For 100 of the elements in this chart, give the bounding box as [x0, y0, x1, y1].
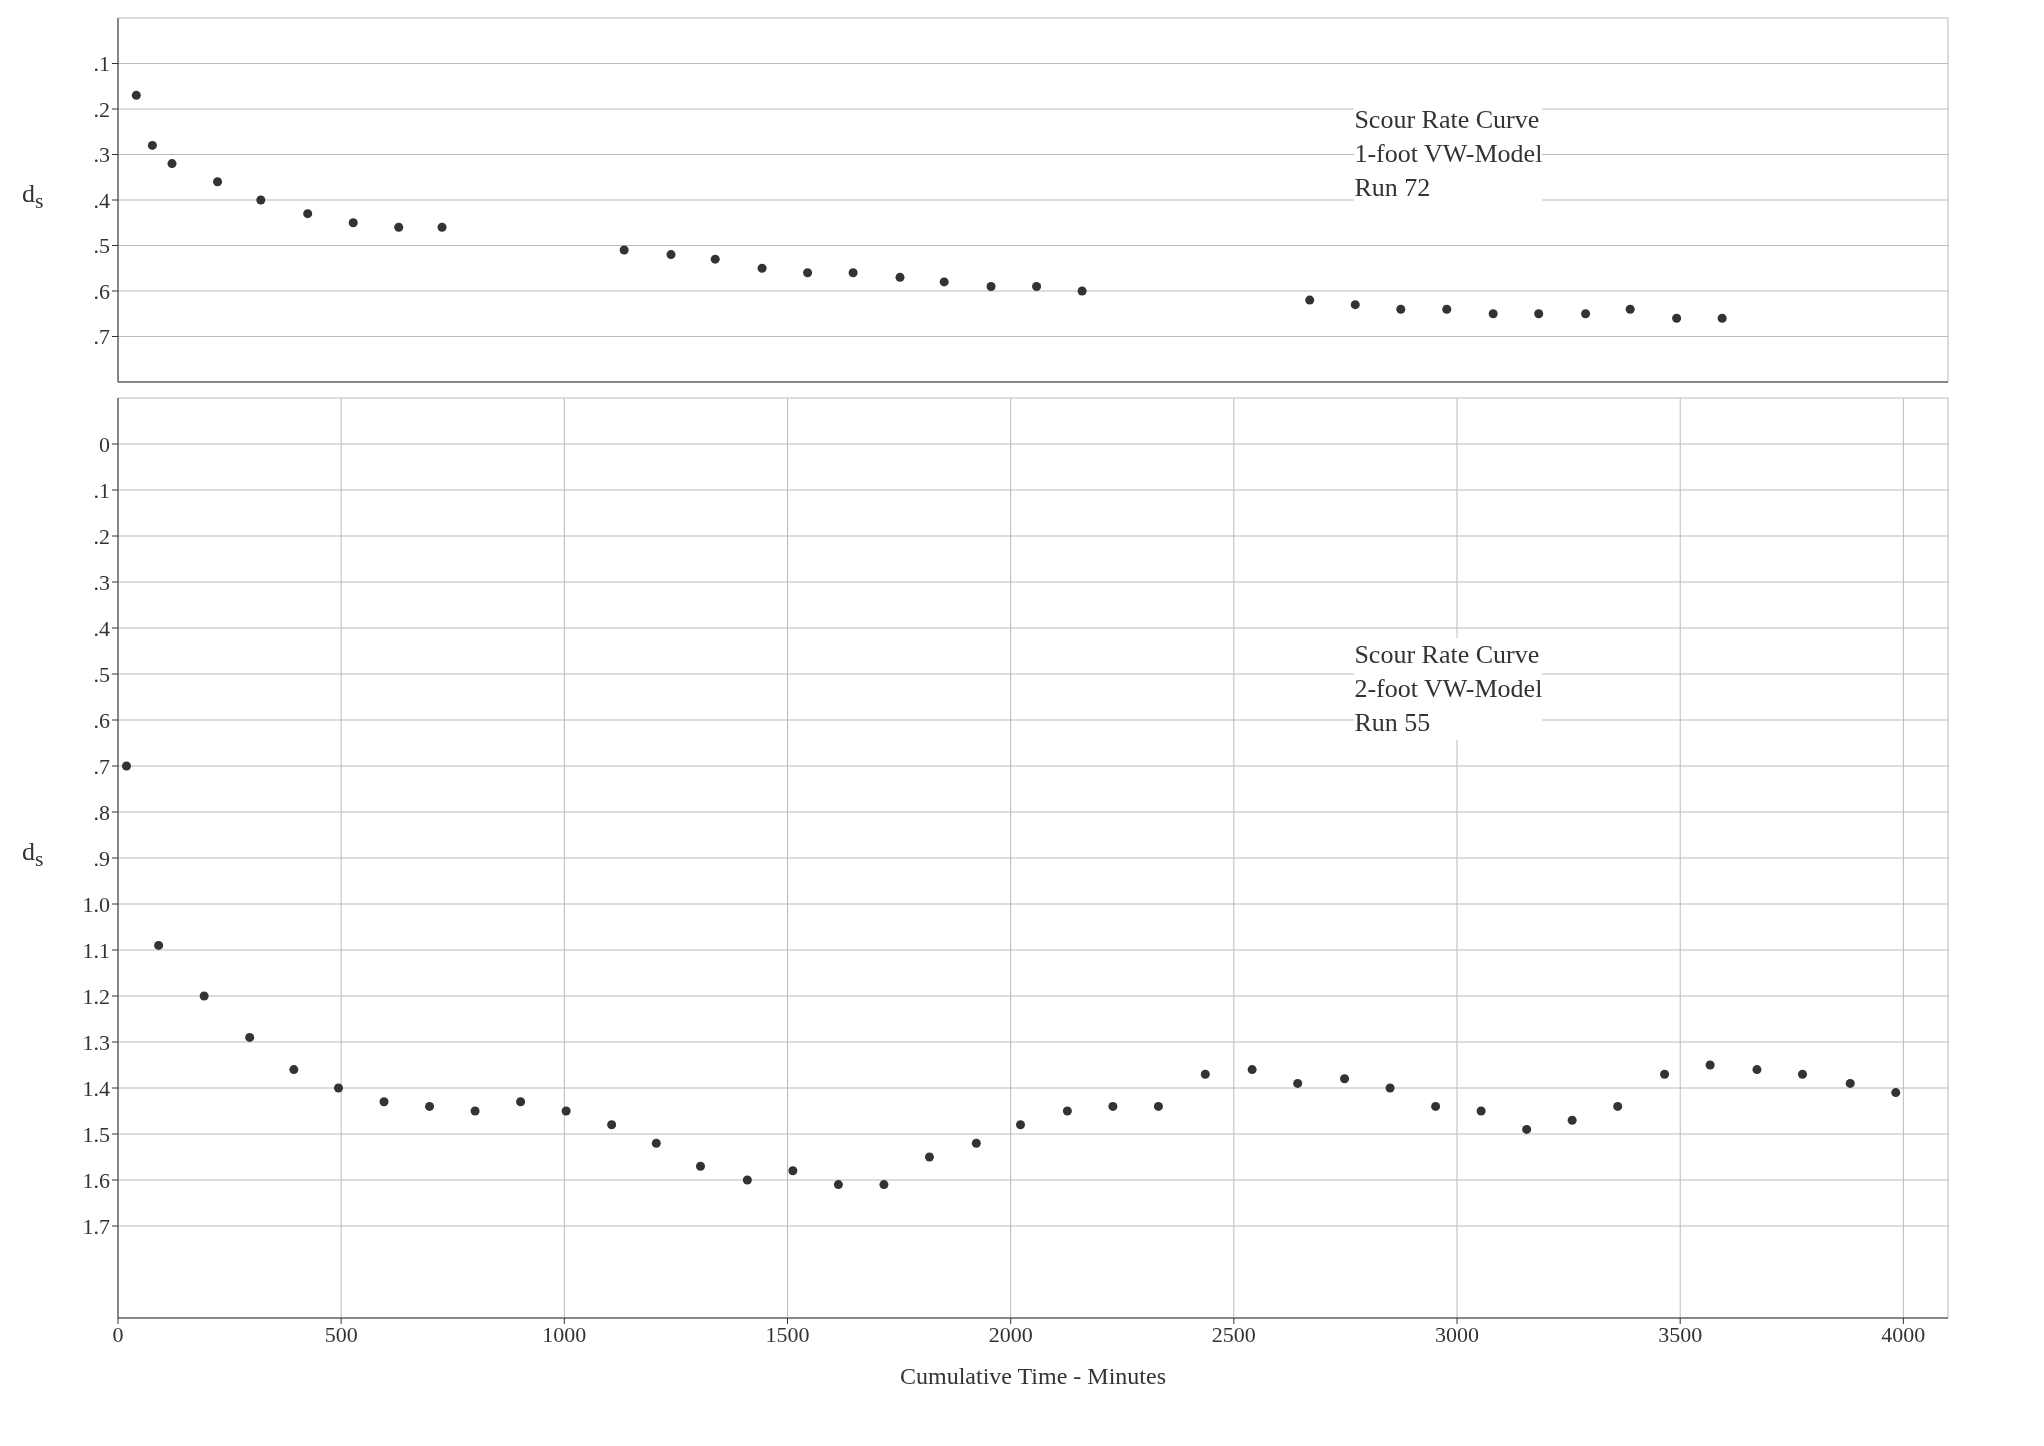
point [803, 268, 813, 278]
point [666, 250, 676, 260]
y-tick-label: .2 [93, 96, 110, 122]
point [1488, 309, 1498, 319]
point [607, 1120, 617, 1130]
point [710, 254, 720, 264]
point [651, 1138, 661, 1148]
y-tick-label: 1.5 [82, 1121, 110, 1147]
y-tick-label: 1.2 [82, 983, 110, 1009]
point [333, 1083, 344, 1093]
point [1845, 1078, 1855, 1088]
x-tick-label: 1000 [542, 1321, 587, 1347]
x-tick-label: 500 [324, 1321, 358, 1347]
y-tick-label: .6 [93, 707, 110, 733]
point [121, 761, 131, 771]
point [147, 140, 157, 150]
point [1032, 281, 1042, 291]
point [1442, 304, 1452, 314]
y-tick-label: .8 [93, 799, 110, 825]
point [1293, 1078, 1303, 1088]
y-tick-label: .1 [93, 51, 110, 77]
y-tick-label: .7 [93, 753, 110, 779]
y-axis-title: d$_{s}$ [22, 179, 44, 215]
point [437, 222, 447, 232]
point [971, 1138, 981, 1148]
point [1153, 1101, 1163, 1111]
point [131, 90, 141, 100]
point [470, 1106, 480, 1116]
y-tick-label: 1.1 [82, 937, 110, 963]
point [788, 1166, 798, 1176]
y-tick-label: .5 [93, 661, 110, 687]
point [1567, 1115, 1577, 1125]
point [1522, 1124, 1532, 1134]
point [1340, 1074, 1350, 1084]
point [895, 272, 905, 282]
y-tick-label: 1.6 [82, 1167, 110, 1193]
point [1705, 1060, 1715, 1070]
point [245, 1032, 255, 1042]
y-tick-label: .4 [93, 187, 110, 213]
x-tick-label: 1500 [765, 1321, 810, 1347]
point [1305, 295, 1315, 305]
point [1581, 309, 1591, 319]
point [1062, 1106, 1072, 1116]
x-tick-label: 4000 [1881, 1321, 1926, 1347]
annotation: Scour Rate Curve 2-foot VW-Model Run 55 [1354, 638, 1543, 740]
y-tick-label: .2 [93, 523, 110, 549]
point [1752, 1065, 1762, 1075]
point [1200, 1069, 1210, 1079]
x-axis-title: Cumulative Time - Minutes [899, 1363, 1167, 1389]
point [1108, 1101, 1118, 1111]
y-tick-label: .7 [93, 324, 110, 350]
x-tick-label: 2000 [988, 1321, 1033, 1347]
y-tick-label: .1 [93, 477, 110, 503]
point [939, 277, 949, 287]
y-tick-label: .3 [93, 569, 110, 595]
y-tick-label: 1.7 [82, 1213, 110, 1239]
y-tick-label: 1.3 [82, 1029, 110, 1055]
point [986, 281, 996, 291]
point [199, 991, 209, 1001]
point [213, 177, 223, 187]
point [848, 268, 858, 278]
point [561, 1106, 571, 1116]
y-tick-label: 0 [99, 431, 110, 457]
point [1797, 1069, 1808, 1079]
point [619, 245, 629, 255]
point [1625, 304, 1635, 314]
point [1476, 1106, 1486, 1116]
point [1431, 1101, 1441, 1111]
annotation: Scour Rate Curve 1-foot VW-Model Run 72 [1354, 103, 1543, 205]
point [879, 1180, 889, 1190]
point [757, 263, 767, 273]
point [1717, 313, 1727, 323]
y-tick-label: .5 [93, 233, 110, 259]
point [516, 1097, 526, 1107]
point [1247, 1065, 1257, 1075]
point [348, 218, 358, 228]
y-tick-label: .6 [93, 278, 110, 304]
point [1613, 1101, 1623, 1111]
point [303, 209, 313, 219]
point [379, 1097, 389, 1107]
point [1534, 309, 1544, 319]
y-tick-label: 1.4 [82, 1075, 110, 1101]
point [742, 1175, 752, 1185]
y-tick-label: .4 [93, 615, 110, 641]
point [695, 1161, 705, 1171]
point [256, 195, 266, 205]
y-axis-title: d$_{s}$ [22, 837, 44, 873]
y-tick-label: 1.0 [82, 891, 110, 917]
point [1891, 1088, 1901, 1098]
x-tick-label: 2500 [1211, 1321, 1256, 1347]
point [1077, 286, 1087, 296]
point [425, 1101, 435, 1111]
point [167, 159, 177, 169]
point [289, 1065, 299, 1075]
point [833, 1180, 843, 1190]
point [1350, 300, 1360, 310]
point [1672, 313, 1682, 323]
y-tick-label: .3 [93, 142, 110, 168]
point [1015, 1120, 1026, 1130]
point [924, 1152, 934, 1162]
